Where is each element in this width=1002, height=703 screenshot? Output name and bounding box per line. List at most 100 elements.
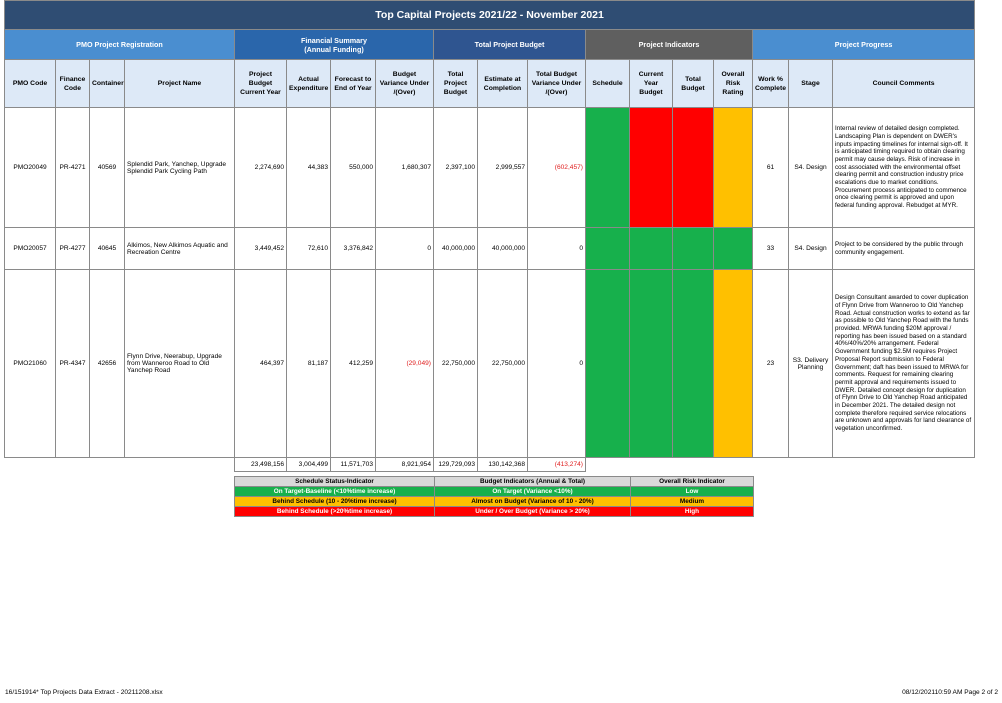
col-finance-code: Finance Code bbox=[55, 59, 90, 108]
legend-schedule-behind-10-20: Behind Schedule (10 - 20%time increase) bbox=[234, 496, 435, 507]
work-pct-cell: 61 bbox=[752, 107, 789, 228]
col-council-comments: Council Comments bbox=[831, 59, 976, 108]
finance-code-cell: PR-4277 bbox=[55, 227, 90, 270]
col-overall-risk: Overall Risk Rating bbox=[713, 59, 753, 108]
total-project-budget-cell: 22,750,000 bbox=[433, 269, 478, 458]
estimate-cell: 40,000,000 bbox=[477, 227, 528, 270]
total-forecast: 11,571,703 bbox=[330, 457, 376, 472]
col-stage: Stage bbox=[788, 59, 833, 108]
projects-table: Top Capital Projects 2021/22 - November … bbox=[3, 0, 976, 472]
schedule-indicator bbox=[585, 227, 630, 270]
total-variance-cell: 0 bbox=[527, 227, 586, 270]
current-year-budget-indicator bbox=[629, 107, 673, 228]
table-row: PMO20049 PR-4271 40569 Splendid Park, Ya… bbox=[4, 107, 976, 228]
col-current-year-budget: Current Year Budget bbox=[629, 59, 673, 108]
council-comments-cell: Internal review of detailed design compl… bbox=[831, 107, 976, 228]
total-budget-indicator bbox=[672, 227, 714, 270]
legend-header-risk: Overall Risk Indicator bbox=[630, 476, 754, 487]
overall-risk-indicator bbox=[713, 227, 753, 270]
container-cell: 40645 bbox=[89, 227, 125, 270]
legend-budget-over: Under / Over Budget (Variance > 20%) bbox=[434, 506, 631, 517]
council-comments-cell: Project to be considered by the public t… bbox=[831, 227, 976, 270]
total-variance-cell: 0 bbox=[527, 269, 586, 458]
estimate-cell: 22,750,000 bbox=[477, 269, 528, 458]
forecast-cell: 3,376,842 bbox=[330, 227, 376, 270]
stage-cell: S4. Design bbox=[788, 227, 833, 270]
total-total-variance: (413,274) bbox=[527, 457, 586, 472]
col-schedule: Schedule bbox=[585, 59, 630, 108]
schedule-indicator bbox=[585, 107, 630, 228]
project-budget-cell: 2,274,690 bbox=[234, 107, 287, 228]
table-row: PMO21060 PR-4347 42656 Flynn Drive, Neer… bbox=[4, 269, 976, 458]
total-total-project-budget: 129,729,093 bbox=[433, 457, 478, 472]
pmo-code-cell: PMO20057 bbox=[4, 227, 56, 270]
totals-spacer bbox=[4, 457, 235, 472]
actual-expenditure-cell: 44,383 bbox=[286, 107, 331, 228]
budget-variance-cell: (29,049) bbox=[375, 269, 434, 458]
budget-variance-cell: 0 bbox=[375, 227, 434, 270]
current-year-budget-indicator bbox=[629, 269, 673, 458]
pmo-code-cell: PMO20049 bbox=[4, 107, 56, 228]
report-title: Top Capital Projects 2021/22 - November … bbox=[3, 0, 976, 30]
legend-schedule-on-target: On Target-Baseline (<10%time increase) bbox=[234, 486, 435, 497]
report-sheet: Top Capital Projects 2021/22 - November … bbox=[3, 0, 976, 472]
total-estimate: 130,142,368 bbox=[477, 457, 528, 472]
col-total-project-budget: Total Project Budget bbox=[433, 59, 478, 108]
col-total-variance: Total Budget Variance Under /(Over) bbox=[527, 59, 586, 108]
total-budget-indicator bbox=[672, 269, 714, 458]
forecast-cell: 412,259 bbox=[330, 269, 376, 458]
total-variance-cell: (602,457) bbox=[527, 107, 586, 228]
col-container: Container bbox=[89, 59, 125, 108]
indicator-legend: Schedule Status-Indicator Budget Indicat… bbox=[234, 476, 754, 517]
pmo-code-cell: PMO21060 bbox=[4, 269, 56, 458]
group-total-project-budget: Total Project Budget bbox=[433, 29, 586, 60]
footer-file-reference: 16/151914* Top Projects Data Extract - 2… bbox=[5, 689, 163, 696]
col-budget-variance: Budget Variance Under /(Over) bbox=[375, 59, 434, 108]
overall-risk-indicator bbox=[713, 107, 753, 228]
col-project-budget: Project Budget Current Year bbox=[234, 59, 287, 108]
col-actual-expenditure: Actual Expenditure bbox=[286, 59, 331, 108]
schedule-indicator bbox=[585, 269, 630, 458]
work-pct-cell: 23 bbox=[752, 269, 789, 458]
total-actual-expenditure: 3,004,499 bbox=[286, 457, 331, 472]
actual-expenditure-cell: 81,187 bbox=[286, 269, 331, 458]
project-budget-cell: 464,397 bbox=[234, 269, 287, 458]
current-year-budget-indicator bbox=[629, 227, 673, 270]
finance-code-cell: PR-4347 bbox=[55, 269, 90, 458]
col-estimate: Estimate at Completion bbox=[477, 59, 528, 108]
container-cell: 40569 bbox=[89, 107, 125, 228]
actual-expenditure-cell: 72,610 bbox=[286, 227, 331, 270]
legend-schedule-behind-20: Behind Schedule (>20%time increase) bbox=[234, 506, 435, 517]
totals-row: 23,498,156 3,004,499 11,571,703 8,921,95… bbox=[4, 457, 975, 472]
project-name-cell: Flynn Drive, Neerabup, Upgrade from Wann… bbox=[124, 269, 235, 458]
group-project-progress: Project Progress bbox=[751, 29, 976, 60]
legend-risk-high: High bbox=[630, 506, 754, 517]
legend-budget-almost: Almost on Budget (Variance of 10 - 20%) bbox=[434, 496, 631, 507]
footer-timestamp-page: 08/12/202110:59 AM Page 2 of 2 bbox=[902, 689, 998, 696]
col-work-pct: Work % Complete bbox=[752, 59, 789, 108]
estimate-cell: 2,999,557 bbox=[477, 107, 528, 228]
project-budget-cell: 3,449,452 bbox=[234, 227, 287, 270]
group-pmo-registration: PMO Project Registration bbox=[4, 29, 235, 60]
legend-header-schedule: Schedule Status-Indicator bbox=[234, 476, 435, 487]
total-project-budget-cell: 2,397,100 bbox=[433, 107, 478, 228]
stage-cell: S3. Delivery Planning bbox=[788, 269, 833, 458]
col-pmo-code: PMO Code bbox=[4, 59, 56, 108]
group-financial-summary: Financial Summary (Annual Funding) bbox=[234, 29, 434, 60]
col-forecast: Forecast to End of Year bbox=[330, 59, 376, 108]
budget-variance-cell: 1,680,307 bbox=[375, 107, 434, 228]
finance-code-cell: PR-4271 bbox=[55, 107, 90, 228]
total-project-budget-current-year: 23,498,156 bbox=[234, 457, 287, 472]
total-budget-variance: 8,921,954 bbox=[375, 457, 434, 472]
totals-spacer-right bbox=[585, 457, 975, 472]
overall-risk-indicator bbox=[713, 269, 753, 458]
col-total-budget: Total Budget bbox=[672, 59, 714, 108]
project-name-cell: Alkimos, New Alkimos Aquatic and Recreat… bbox=[124, 227, 235, 270]
council-comments-cell: Design Consultant awarded to cover dupli… bbox=[831, 269, 976, 458]
total-project-budget-cell: 40,000,000 bbox=[433, 227, 478, 270]
legend-risk-low: Low bbox=[630, 486, 754, 497]
work-pct-cell: 33 bbox=[752, 227, 789, 270]
col-project-name: Project Name bbox=[124, 59, 235, 108]
stage-cell: S4. Design bbox=[788, 107, 833, 228]
forecast-cell: 550,000 bbox=[330, 107, 376, 228]
